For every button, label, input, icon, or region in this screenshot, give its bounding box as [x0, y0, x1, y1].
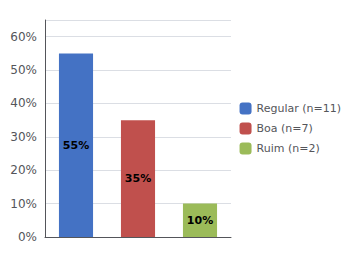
- svg-text:35%: 35%: [125, 172, 151, 185]
- svg-text:60%: 60%: [10, 30, 37, 44]
- svg-text:10%: 10%: [10, 197, 37, 211]
- svg-text:0%: 0%: [18, 230, 37, 244]
- svg-text:20%: 20%: [10, 163, 37, 177]
- svg-text:Boa (n=7): Boa (n=7): [257, 122, 313, 135]
- svg-text:40%: 40%: [10, 96, 37, 110]
- svg-text:Regular (n=11): Regular (n=11): [257, 102, 341, 115]
- svg-text:55%: 55%: [63, 139, 89, 152]
- svg-text:50%: 50%: [10, 63, 37, 77]
- svg-text:10%: 10%: [187, 214, 213, 227]
- svg-text:30%: 30%: [10, 130, 37, 144]
- svg-text:Ruim (n=2): Ruim (n=2): [257, 142, 320, 155]
